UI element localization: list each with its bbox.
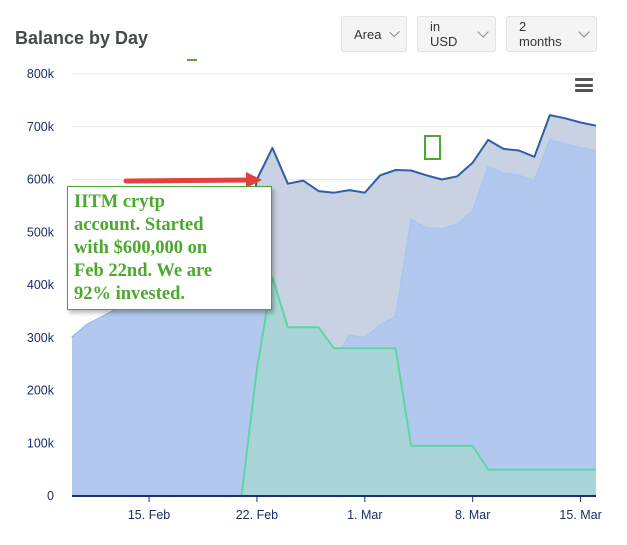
y-tick-label: 400k [27,278,55,292]
arrow-shaft [123,177,253,184]
x-axis: 15. Feb 22. Feb 1. Mar 8. Mar 15. Mar [72,495,602,522]
chart-type-value: Area [354,26,382,42]
x-tick-label: 15. Mar [559,508,601,522]
y-tick-label: 700k [27,120,55,134]
annotation-box: IITM crytp account. Started with $600,00… [67,186,272,310]
series-3-area [72,277,596,496]
y-tick-label: 300k [27,331,55,345]
range-dropdown[interactable]: 2 months [506,16,597,52]
chart-type-dropdown[interactable]: Area [341,16,407,52]
y-tick-label: 600k [27,173,55,187]
y-tick-label: 0 [47,489,54,503]
y-tick-label: 200k [27,384,55,398]
y-tick-label: 100k [27,436,55,450]
y-tick-label: 500k [27,225,55,239]
x-tick-label: 22. Feb [236,508,278,522]
y-tick-label: 800k [27,67,55,81]
menu-icon[interactable] [575,78,593,92]
x-tick-label: 1. Mar [347,508,382,522]
x-tick-label: 15. Feb [128,508,170,522]
y-axis: 0 100k 200k 300k 400k 500k 600k 700k 800k [27,67,55,503]
x-tick-label: 8. Mar [455,508,490,522]
chart-areas [71,114,597,497]
series-2-area [72,139,596,496]
range-value: 2 months [519,19,562,49]
annotation-decor [123,59,441,188]
currency-dropdown[interactable]: in USD [417,16,496,52]
series-3-line [72,276,596,497]
arrow-head [246,172,262,188]
currency-value: in USD [430,19,458,49]
marker-box [424,135,441,160]
chart-title: Balance by Day [15,28,149,48]
